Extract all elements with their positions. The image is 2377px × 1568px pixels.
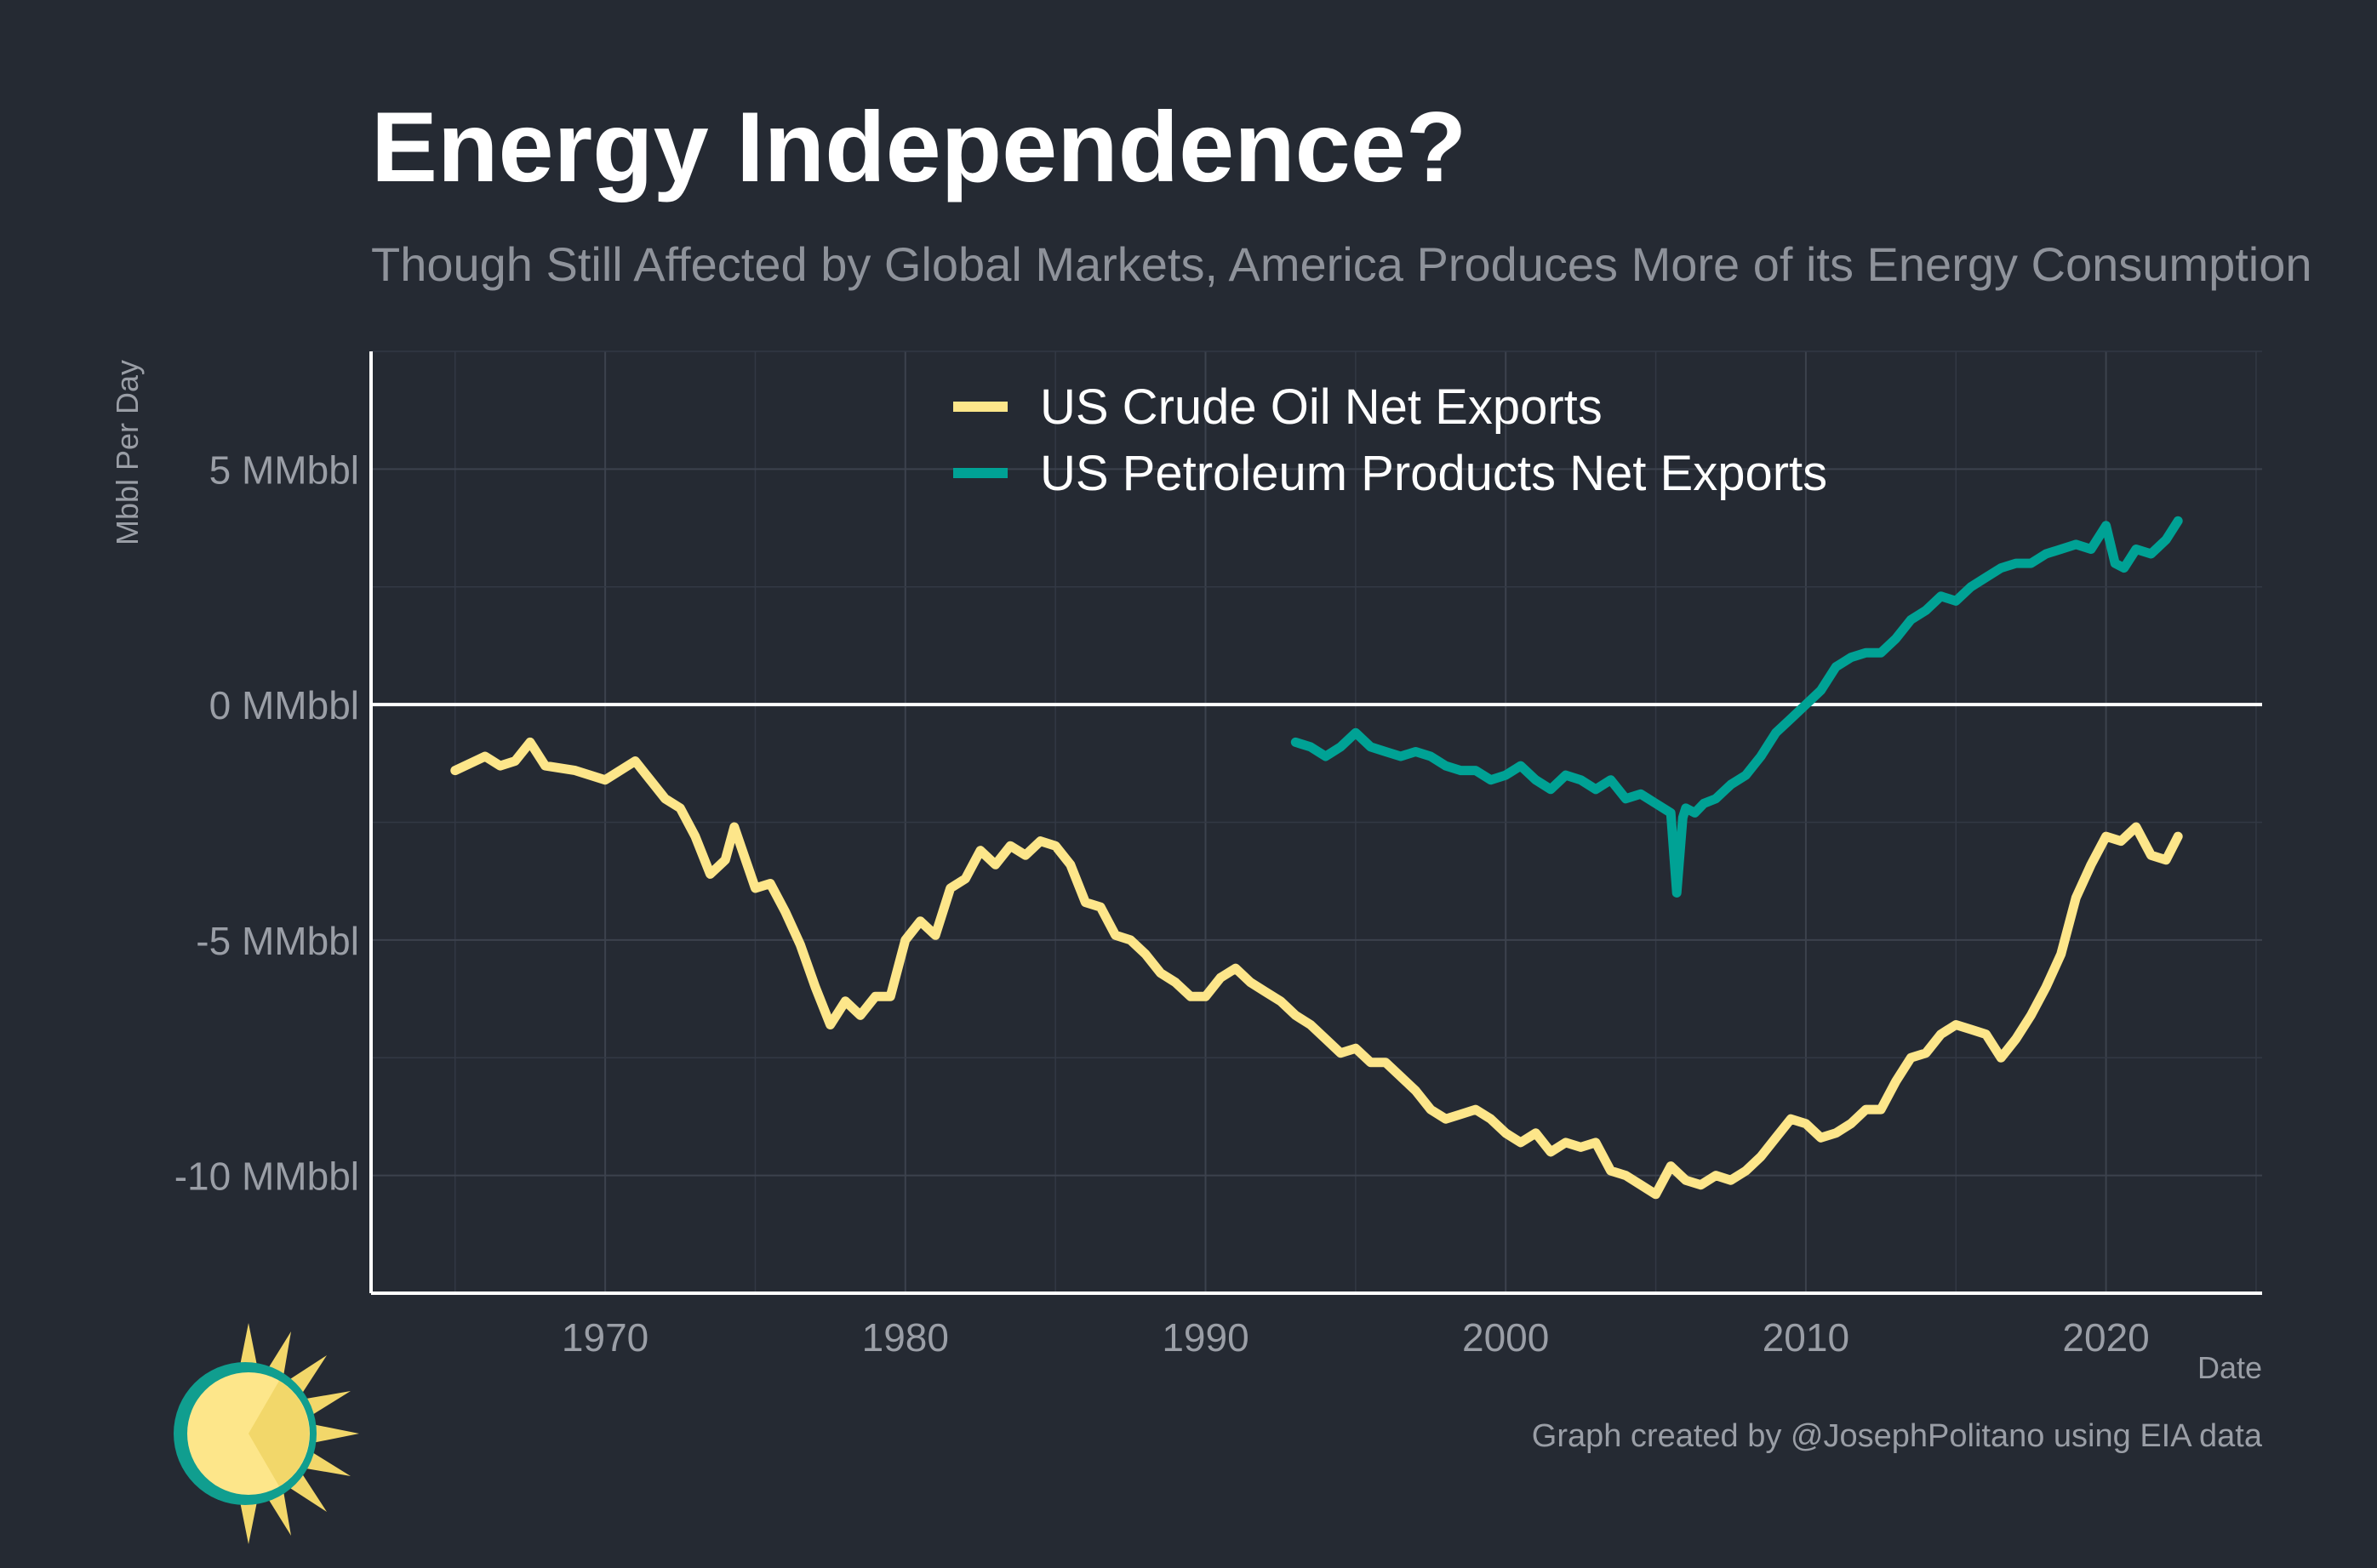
x-tick-label: 1970 bbox=[562, 1315, 649, 1360]
legend-label-products: US Petroleum Products Net Exports bbox=[1040, 446, 1827, 501]
chart-subtitle: Though Still Affected by Global Markets,… bbox=[371, 237, 2312, 291]
legend-label-crude: US Crude Oil Net Exports bbox=[1040, 379, 1603, 435]
chart-title: Energy Independence? bbox=[371, 91, 1466, 202]
legend: US Crude Oil Net Exports US Petroleum Pr… bbox=[953, 379, 1827, 501]
x-tick-label: 1980 bbox=[862, 1315, 949, 1360]
x-tick-label: 2000 bbox=[1462, 1315, 1549, 1360]
chart-caption: Graph created by @JosephPolitano using E… bbox=[1532, 1418, 2263, 1454]
y-tick-label: 5 MMbbl bbox=[209, 448, 359, 492]
x-axis-label: Date bbox=[2197, 1350, 2262, 1385]
x-tick-label: 1990 bbox=[1162, 1315, 1248, 1360]
y-axis-label: Mbbl Per Day bbox=[110, 360, 145, 545]
y-tick-label: -10 MMbbl bbox=[174, 1155, 359, 1199]
y-axis: 5 MMbbl 0 MMbbl -5 MMbbl -10 MMbbl bbox=[174, 351, 373, 1293]
x-tick-label: 2020 bbox=[2062, 1315, 2149, 1360]
y-tick-label: 0 MMbbl bbox=[209, 683, 359, 727]
series-line-products bbox=[1290, 516, 2183, 898]
series-lines bbox=[450, 516, 2183, 1200]
sun-logo-icon bbox=[174, 1323, 359, 1544]
x-axis: 1970 1980 1990 2000 2010 2020 bbox=[371, 1291, 2262, 1360]
series-line-crude bbox=[450, 737, 2183, 1200]
y-tick-label: -5 MMbbl bbox=[196, 919, 359, 963]
x-tick-label: 2010 bbox=[1763, 1315, 1849, 1360]
